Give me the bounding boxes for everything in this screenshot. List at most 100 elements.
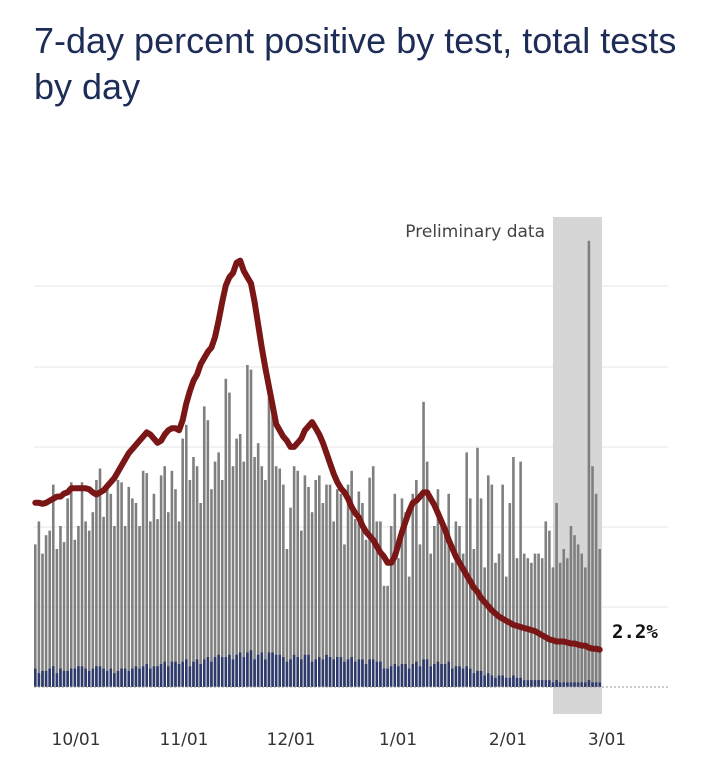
positive-tests-bar bbox=[149, 668, 152, 687]
chart-title: 7-day percent positive by test, total te… bbox=[34, 20, 677, 107]
positive-tests-bar bbox=[84, 668, 87, 687]
positive-tests-bar bbox=[587, 680, 591, 687]
positive-tests-bar bbox=[256, 654, 260, 687]
total-tests-bar bbox=[123, 526, 127, 687]
positive-tests-bar bbox=[73, 668, 77, 687]
positive-tests-bar bbox=[335, 657, 339, 687]
positive-tests-bar bbox=[483, 675, 486, 687]
positive-tests-bar bbox=[537, 680, 540, 687]
positive-tests-bar bbox=[282, 657, 285, 687]
total-tests-bar bbox=[246, 365, 249, 687]
positive-tests-bar bbox=[318, 657, 321, 687]
positive-tests-bar bbox=[569, 682, 573, 687]
positive-tests-bar bbox=[472, 673, 476, 687]
positive-tests-bar bbox=[551, 682, 555, 687]
total-tests-bar bbox=[307, 486, 310, 687]
positive-tests-bar bbox=[134, 666, 138, 687]
total-tests-bar bbox=[274, 466, 278, 687]
total-tests-bar bbox=[210, 489, 213, 687]
positive-tests-bar bbox=[264, 659, 267, 687]
positive-tests-bar bbox=[486, 673, 490, 687]
total-tests-bar bbox=[497, 553, 501, 687]
total-tests-bar bbox=[206, 420, 210, 687]
positive-tests-bar bbox=[188, 666, 192, 687]
positive-tests-bar bbox=[433, 664, 436, 687]
positive-tests-bar bbox=[497, 675, 501, 687]
positive-tests-bar bbox=[91, 668, 95, 687]
positive-tests-bar bbox=[573, 682, 576, 687]
x-tick-label: 10/01 bbox=[52, 730, 101, 750]
positive-tests-bar bbox=[102, 668, 105, 687]
positive-tests-bar bbox=[415, 661, 418, 687]
positive-tests-bar bbox=[422, 659, 425, 687]
positive-tests-bar bbox=[285, 661, 289, 687]
total-tests-bar bbox=[447, 493, 451, 687]
positive-tests-bar bbox=[584, 682, 587, 687]
total-tests-bar bbox=[303, 475, 307, 687]
total-tests-bar bbox=[34, 544, 37, 687]
positive-tests-bar bbox=[220, 657, 224, 687]
positive-tests-bar bbox=[105, 670, 109, 687]
positive-tests-bar bbox=[591, 682, 594, 687]
total-tests-bar bbox=[476, 447, 479, 687]
total-tests-bar bbox=[393, 493, 397, 687]
positive-tests-bar bbox=[440, 664, 443, 687]
positive-tests-bar bbox=[267, 652, 271, 687]
total-tests-bar bbox=[321, 503, 325, 687]
positive-tests-bar bbox=[116, 670, 120, 687]
total-tests-bar bbox=[195, 466, 199, 687]
total-tests-bar bbox=[526, 558, 530, 687]
positive-tests-bar bbox=[386, 668, 389, 687]
total-tests-bar bbox=[451, 562, 454, 687]
positive-tests-bar bbox=[522, 680, 526, 687]
total-tests-bar bbox=[494, 562, 497, 687]
total-tests-bar bbox=[551, 567, 555, 687]
positive-tests-bar bbox=[418, 666, 422, 687]
positive-tests-bar bbox=[174, 661, 177, 687]
total-tests-bar bbox=[41, 553, 44, 687]
total-tests-bar bbox=[310, 512, 314, 687]
positive-tests-bar bbox=[375, 661, 379, 687]
positive-tests-bar bbox=[332, 659, 335, 687]
positive-tests-bar bbox=[339, 657, 343, 687]
positive-tests-bar bbox=[206, 657, 210, 687]
positive-tests-bar bbox=[468, 668, 472, 687]
positive-tests-bar bbox=[447, 661, 451, 687]
x-tick-label: 2/01 bbox=[489, 730, 527, 750]
total-tests-bar bbox=[576, 544, 580, 687]
total-tests-bar bbox=[353, 519, 357, 687]
positive-tests-bar bbox=[526, 680, 530, 687]
x-tick-label: 12/01 bbox=[267, 730, 316, 750]
total-tests-bar bbox=[224, 378, 228, 687]
positive-tests-bar bbox=[548, 680, 551, 687]
total-tests-bar bbox=[483, 567, 486, 687]
total-tests-bar bbox=[364, 539, 368, 687]
total-tests-bar bbox=[192, 457, 195, 687]
total-tests-bar bbox=[407, 576, 411, 687]
positive-tests-bar bbox=[217, 654, 220, 687]
positive-tests-bar bbox=[594, 682, 598, 687]
positive-tests-bar bbox=[80, 666, 84, 687]
total-tests-bar bbox=[159, 475, 163, 687]
total-tests-bar bbox=[181, 438, 184, 687]
positive-tests-bar bbox=[371, 659, 375, 687]
total-tests-bar bbox=[397, 558, 400, 687]
total-tests-bar bbox=[371, 466, 375, 687]
positive-tests-bar bbox=[451, 668, 454, 687]
positive-tests-bars bbox=[34, 650, 601, 687]
positive-tests-bar bbox=[271, 652, 274, 687]
positive-tests-bar bbox=[562, 682, 566, 687]
total-tests-bar bbox=[152, 493, 156, 687]
positive-tests-bar bbox=[461, 668, 465, 687]
positive-tests-bar bbox=[192, 661, 195, 687]
total-tests-bar bbox=[591, 466, 594, 687]
total-tests-bar bbox=[519, 461, 522, 687]
positive-tests-bar bbox=[95, 666, 98, 687]
positive-tests-bar bbox=[55, 673, 59, 687]
positive-tests-bar bbox=[292, 654, 296, 687]
total-tests-bars bbox=[34, 240, 601, 688]
total-tests-bar bbox=[558, 562, 562, 687]
positive-tests-bar bbox=[62, 670, 66, 687]
positive-tests-bar bbox=[231, 659, 235, 687]
